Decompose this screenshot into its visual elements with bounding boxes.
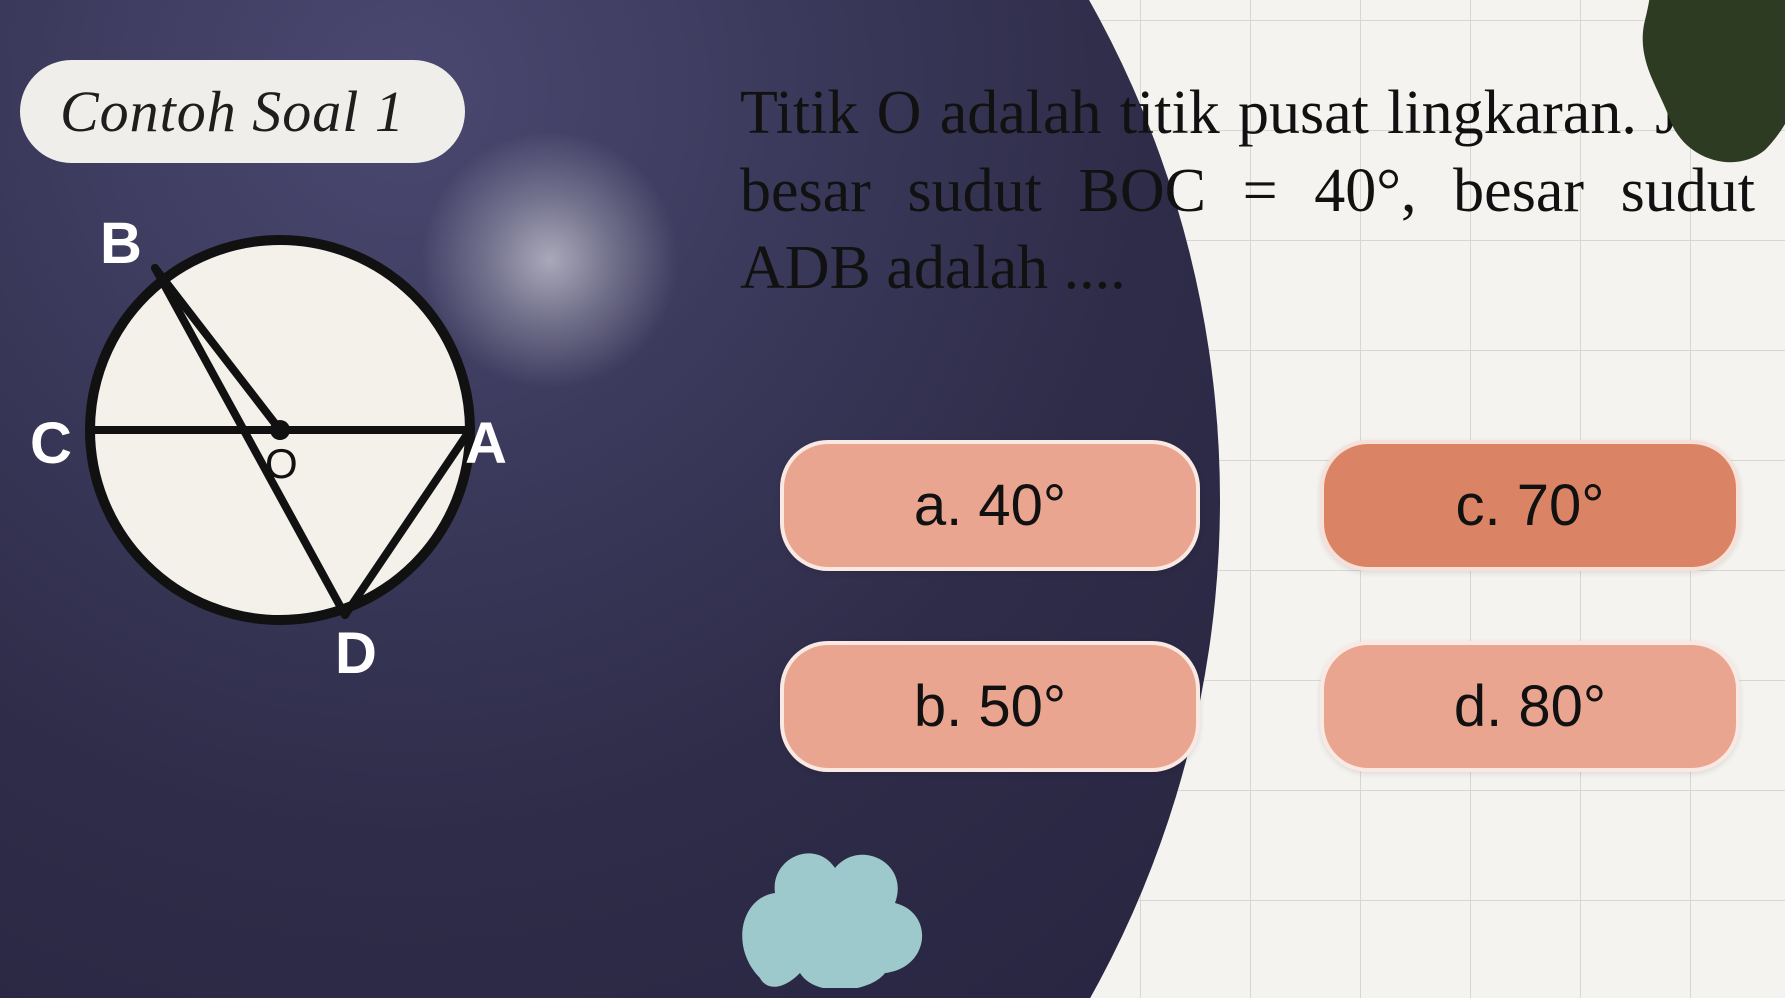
question-text: Titik O adalah titik pusat lingkaran. Ji… [740, 75, 1755, 308]
point-label-b: B [100, 210, 142, 277]
point-label-a: A [465, 410, 507, 477]
center-dot [270, 420, 290, 440]
point-label-c: C [30, 410, 72, 477]
answer-option-b[interactable]: b. 50° [780, 641, 1200, 772]
answer-option-d[interactable]: d. 80° [1320, 641, 1740, 772]
splat-icon [720, 818, 950, 988]
circle-diagram: O B C A D [60, 210, 500, 650]
center-label: O [265, 440, 298, 487]
title-text: Contoh Soal 1 [60, 79, 405, 144]
corner-blob-icon [1625, 0, 1785, 170]
answer-option-c[interactable]: c. 70° [1320, 440, 1740, 571]
point-label-d: D [335, 620, 377, 687]
title-pill: Contoh Soal 1 [20, 60, 465, 163]
answer-grid: a. 40° c. 70° b. 50° d. 80° [780, 440, 1740, 772]
answer-option-a[interactable]: a. 40° [780, 440, 1200, 571]
